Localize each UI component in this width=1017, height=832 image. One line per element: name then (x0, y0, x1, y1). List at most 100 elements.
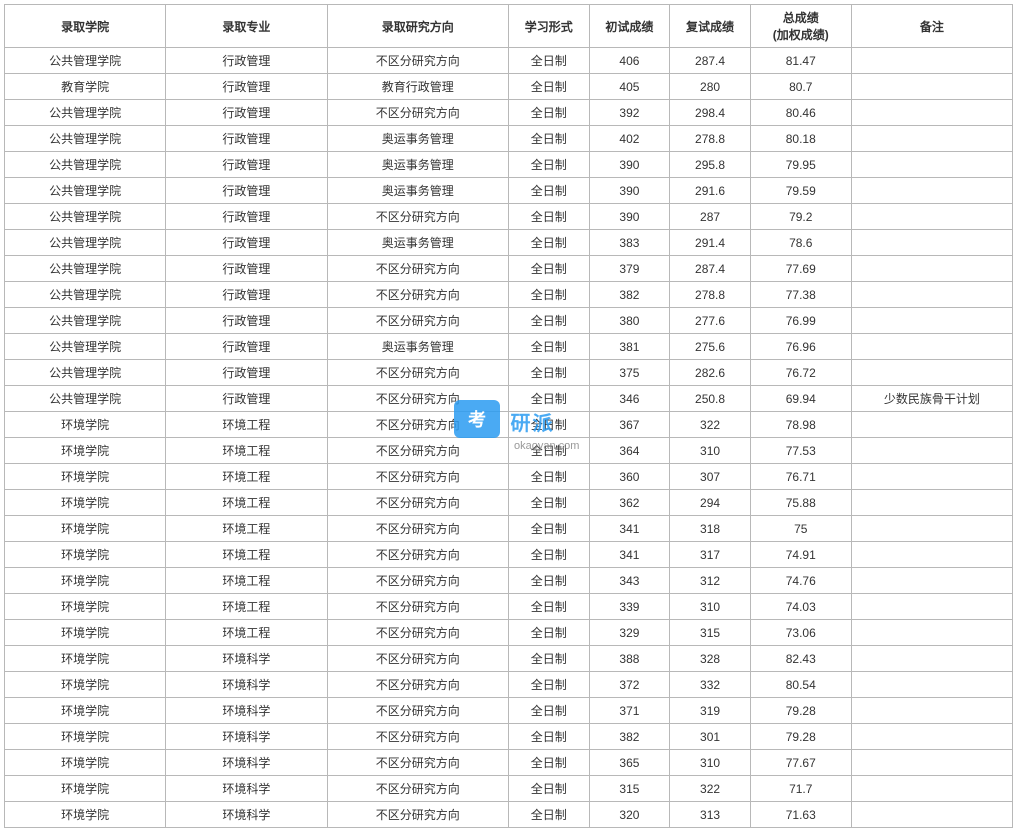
table-cell: 不区分研究方向 (327, 646, 508, 672)
table-cell: 379 (589, 256, 670, 282)
table-cell: 行政管理 (166, 386, 327, 412)
table-cell: 77.38 (750, 282, 851, 308)
table-cell: 77.53 (750, 438, 851, 464)
table-cell: 375 (589, 360, 670, 386)
table-cell: 奥运事务管理 (327, 126, 508, 152)
table-cell: 81.47 (750, 48, 851, 74)
table-cell (851, 672, 1012, 698)
table-row: 环境学院环境工程不区分研究方向全日制34131774.91 (5, 542, 1013, 568)
table-cell: 73.06 (750, 620, 851, 646)
table-cell: 367 (589, 412, 670, 438)
table-cell: 371 (589, 698, 670, 724)
table-cell: 294 (670, 490, 751, 516)
table-cell: 全日制 (508, 334, 589, 360)
table-cell: 环境工程 (166, 438, 327, 464)
table-cell: 329 (589, 620, 670, 646)
table-cell: 402 (589, 126, 670, 152)
table-row: 公共管理学院行政管理不区分研究方向全日制379287.477.69 (5, 256, 1013, 282)
table-cell: 全日制 (508, 282, 589, 308)
table-cell: 全日制 (508, 74, 589, 100)
table-cell (851, 230, 1012, 256)
table-cell: 环境学院 (5, 464, 166, 490)
table-cell (851, 334, 1012, 360)
table-cell: 全日制 (508, 724, 589, 750)
table-row: 公共管理学院行政管理不区分研究方向全日制375282.676.72 (5, 360, 1013, 386)
table-cell: 312 (670, 568, 751, 594)
table-cell: 287.4 (670, 48, 751, 74)
table-cell: 环境学院 (5, 646, 166, 672)
table-cell: 不区分研究方向 (327, 672, 508, 698)
table-cell: 环境工程 (166, 594, 327, 620)
table-cell: 332 (670, 672, 751, 698)
table-cell: 环境工程 (166, 464, 327, 490)
table-cell: 公共管理学院 (5, 230, 166, 256)
table-cell: 310 (670, 594, 751, 620)
table-cell: 382 (589, 724, 670, 750)
table-cell (851, 204, 1012, 230)
table-cell: 行政管理 (166, 256, 327, 282)
table-cell: 环境学院 (5, 776, 166, 802)
table-cell: 公共管理学院 (5, 334, 166, 360)
table-cell: 383 (589, 230, 670, 256)
table-cell: 79.59 (750, 178, 851, 204)
table-cell (851, 724, 1012, 750)
table-cell: 全日制 (508, 542, 589, 568)
table-cell: 318 (670, 516, 751, 542)
table-cell: 全日制 (508, 802, 589, 828)
table-cell: 301 (670, 724, 751, 750)
table-cell: 307 (670, 464, 751, 490)
table-cell: 不区分研究方向 (327, 542, 508, 568)
table-cell: 行政管理 (166, 74, 327, 100)
table-cell: 362 (589, 490, 670, 516)
table-cell: 不区分研究方向 (327, 490, 508, 516)
table-cell: 环境科学 (166, 698, 327, 724)
table-cell: 环境学院 (5, 672, 166, 698)
table-cell (851, 360, 1012, 386)
table-cell: 环境学院 (5, 698, 166, 724)
table-cell: 全日制 (508, 204, 589, 230)
table-cell: 不区分研究方向 (327, 282, 508, 308)
table-cell: 不区分研究方向 (327, 100, 508, 126)
page-wrapper: 录取学院 录取专业 录取研究方向 学习形式 初试成绩 复试成绩 总成绩 (加权成… (4, 4, 1013, 828)
table-cell: 80.46 (750, 100, 851, 126)
table-cell: 310 (670, 438, 751, 464)
table-cell: 公共管理学院 (5, 386, 166, 412)
table-cell: 行政管理 (166, 282, 327, 308)
table-cell: 341 (589, 516, 670, 542)
table-cell: 不区分研究方向 (327, 516, 508, 542)
table-cell: 公共管理学院 (5, 308, 166, 334)
table-cell: 317 (670, 542, 751, 568)
table-cell: 77.69 (750, 256, 851, 282)
table-row: 公共管理学院行政管理不区分研究方向全日制392298.480.46 (5, 100, 1013, 126)
table-cell: 全日制 (508, 100, 589, 126)
table-cell: 不区分研究方向 (327, 360, 508, 386)
table-cell: 环境工程 (166, 568, 327, 594)
table-cell: 78.98 (750, 412, 851, 438)
table-cell: 环境工程 (166, 620, 327, 646)
table-cell: 环境学院 (5, 542, 166, 568)
table-cell: 295.8 (670, 152, 751, 178)
col-header-total-sub: (加权成绩) (753, 26, 849, 43)
table-cell: 343 (589, 568, 670, 594)
table-cell: 不区分研究方向 (327, 256, 508, 282)
col-header-major: 录取专业 (166, 5, 327, 48)
table-cell: 全日制 (508, 490, 589, 516)
col-header-mode: 学习形式 (508, 5, 589, 48)
table-cell: 环境工程 (166, 542, 327, 568)
table-cell: 82.43 (750, 646, 851, 672)
table-cell: 79.2 (750, 204, 851, 230)
table-cell: 315 (670, 620, 751, 646)
table-cell (851, 178, 1012, 204)
table-cell (851, 308, 1012, 334)
table-row: 环境学院环境科学不区分研究方向全日制31532271.7 (5, 776, 1013, 802)
table-cell: 全日制 (508, 230, 589, 256)
table-row: 环境学院环境工程不区分研究方向全日制33931074.03 (5, 594, 1013, 620)
table-cell: 环境科学 (166, 646, 327, 672)
table-row: 环境学院环境科学不区分研究方向全日制38832882.43 (5, 646, 1013, 672)
col-header-score1: 初试成绩 (589, 5, 670, 48)
table-cell (851, 594, 1012, 620)
col-header-direction: 录取研究方向 (327, 5, 508, 48)
table-row: 环境学院环境工程不区分研究方向全日制36030776.71 (5, 464, 1013, 490)
table-cell: 不区分研究方向 (327, 802, 508, 828)
table-cell: 公共管理学院 (5, 152, 166, 178)
